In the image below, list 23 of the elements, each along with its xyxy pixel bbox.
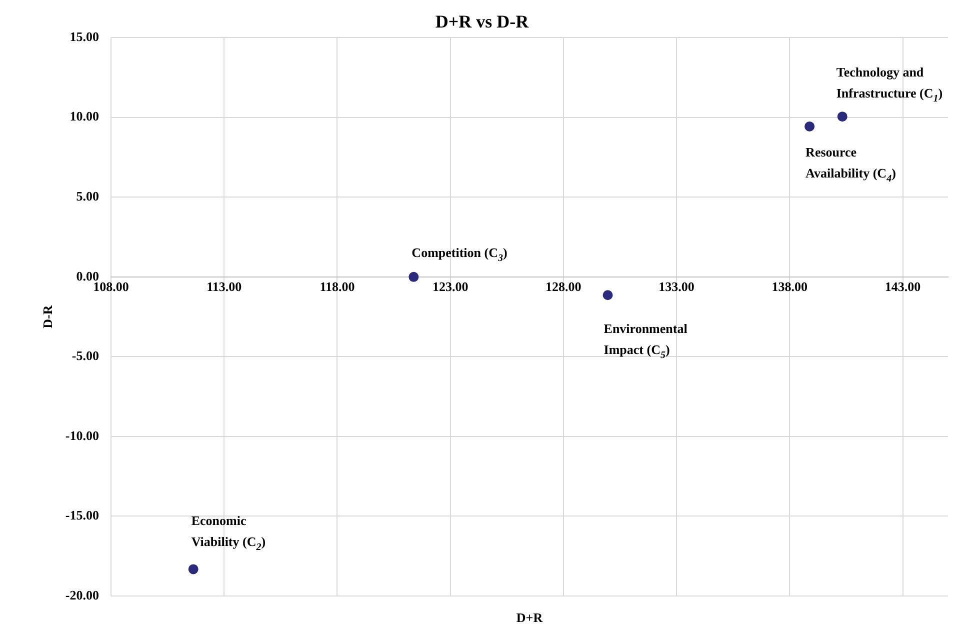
- x-tick-label: 138.00: [772, 279, 808, 294]
- y-tick-label: 10.00: [70, 108, 99, 124]
- x-tick-label: 113.00: [206, 279, 242, 294]
- y-tick-label: 5.00: [76, 188, 99, 204]
- point: [837, 112, 848, 122]
- y-tick-label: -5.00: [72, 348, 99, 364]
- y-tick-label: -20.00: [65, 587, 99, 602]
- y-tick-label: 0.00: [76, 268, 99, 284]
- x-tick-label: 133.00: [658, 279, 694, 294]
- x-tick-label: 128.00: [546, 279, 582, 294]
- y-tick-label: 15.00: [70, 28, 99, 44]
- x-tick-label: 123.00: [432, 279, 468, 294]
- chart-title: D+R vs D-R: [435, 11, 530, 32]
- y-axis-title: D-R: [40, 304, 55, 328]
- x-tick-label: 118.00: [320, 279, 355, 294]
- x-tick-label: 143.00: [884, 279, 921, 294]
- x-axis-title: D+R: [516, 610, 544, 625]
- point: [804, 121, 815, 132]
- point: [408, 272, 419, 282]
- point: [188, 564, 198, 574]
- y-tick-label: -10.00: [65, 428, 99, 443]
- y-tick-label: -15.00: [65, 508, 99, 523]
- point: [602, 290, 613, 300]
